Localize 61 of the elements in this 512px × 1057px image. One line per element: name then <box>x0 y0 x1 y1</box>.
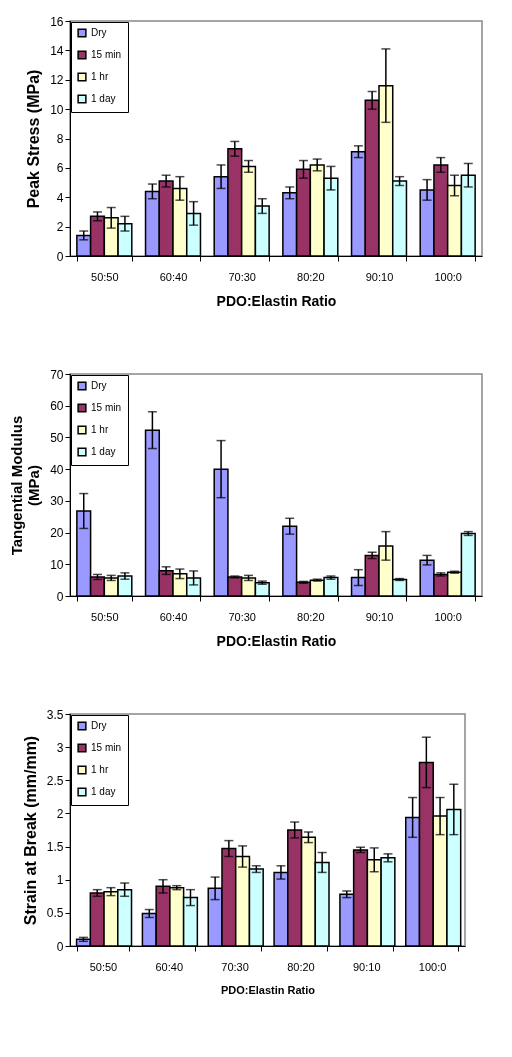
x-tick-label: 50:50 <box>91 270 119 283</box>
y-tick-label: 3.5 <box>46 707 64 722</box>
y-tick-label: 8 <box>56 132 64 146</box>
x-tick-label: 90:10 <box>365 270 394 283</box>
y-tick-label: 4 <box>56 190 64 205</box>
x-tick-label: 50:50 <box>91 610 119 623</box>
y-tick-label: 0 <box>56 249 64 264</box>
legend-label: 1 hr <box>91 764 109 775</box>
legend-label: 1 day <box>91 446 116 457</box>
x-tick-label: 70:30 <box>228 270 256 283</box>
legend-label: 1 day <box>91 93 116 104</box>
y-tick-label: 1.5 <box>46 840 64 855</box>
y-tick-label: 60 <box>50 399 64 414</box>
y-tick-label: 16 <box>50 14 64 29</box>
y-tick-label: 6 <box>56 161 64 176</box>
y-tick-label: 70 <box>50 367 64 382</box>
y-tick-label: 12 <box>50 73 64 88</box>
y-tick-label: 3 <box>56 740 64 755</box>
y-tick-label: 0.5 <box>46 906 64 921</box>
y-tick-label: 40 <box>50 462 64 477</box>
y-tick-label: 0 <box>56 939 64 954</box>
x-tick-label: 60:40 <box>155 960 184 973</box>
y-tick-label: 2 <box>56 806 64 821</box>
x-axis-title: PDO:Elastin Ratio <box>216 292 337 309</box>
x-axis-title: PDO:Elastin Ratio <box>216 632 337 649</box>
x-tick-label: 50:50 <box>89 960 118 973</box>
y-tick-label: 10 <box>50 102 64 117</box>
y-tick-label: 10 <box>50 557 64 572</box>
x-tick-label: 100:0 <box>434 270 462 283</box>
x-tick-label: 70:30 <box>228 610 256 623</box>
legend-label: 1 day <box>91 786 116 797</box>
x-tick-label: 80:20 <box>297 610 325 623</box>
y-axis-title: Strain at Break (mm/mm) <box>21 735 39 926</box>
x-tick-label: 60:40 <box>159 610 188 623</box>
y-tick-label: 1 <box>56 873 64 888</box>
x-tick-label: 90:10 <box>365 610 394 623</box>
x-tick-label: 100:0 <box>418 960 447 973</box>
legend-label: 15 min <box>91 49 122 60</box>
legend-label: Dry <box>91 380 107 391</box>
y-tick-label: 20 <box>50 526 64 541</box>
x-tick-label: 60:40 <box>159 270 188 283</box>
x-tick-label: 80:20 <box>287 960 315 973</box>
legend-label: Dry <box>91 27 107 38</box>
x-axis-title: PDO:Elastin Ratio <box>220 983 316 996</box>
y-axis-title: Peak Stress (MPa) <box>25 69 43 209</box>
y-tick-label: 0 <box>56 589 64 604</box>
legend-label: 15 min <box>91 402 122 413</box>
y-tick-label: 50 <box>50 430 64 445</box>
x-tick-label: 80:20 <box>297 270 325 283</box>
y-tick-label: 2 <box>56 220 64 235</box>
y-tick-label: 14 <box>50 43 64 58</box>
x-tick-label: 70:30 <box>221 960 249 973</box>
legend-label: 1 hr <box>91 424 109 435</box>
legend-label: 15 min <box>91 742 122 753</box>
x-tick-label: 90:10 <box>352 960 381 973</box>
y-axis-title: Tangential Modulus (MPa) <box>8 415 43 556</box>
x-tick-label: 100:0 <box>434 610 462 623</box>
y-tick-label: 30 <box>50 494 64 509</box>
y-tick-label: 2.5 <box>46 773 64 788</box>
legend-label: Dry <box>91 720 107 731</box>
legend-label: 1 hr <box>91 71 109 82</box>
